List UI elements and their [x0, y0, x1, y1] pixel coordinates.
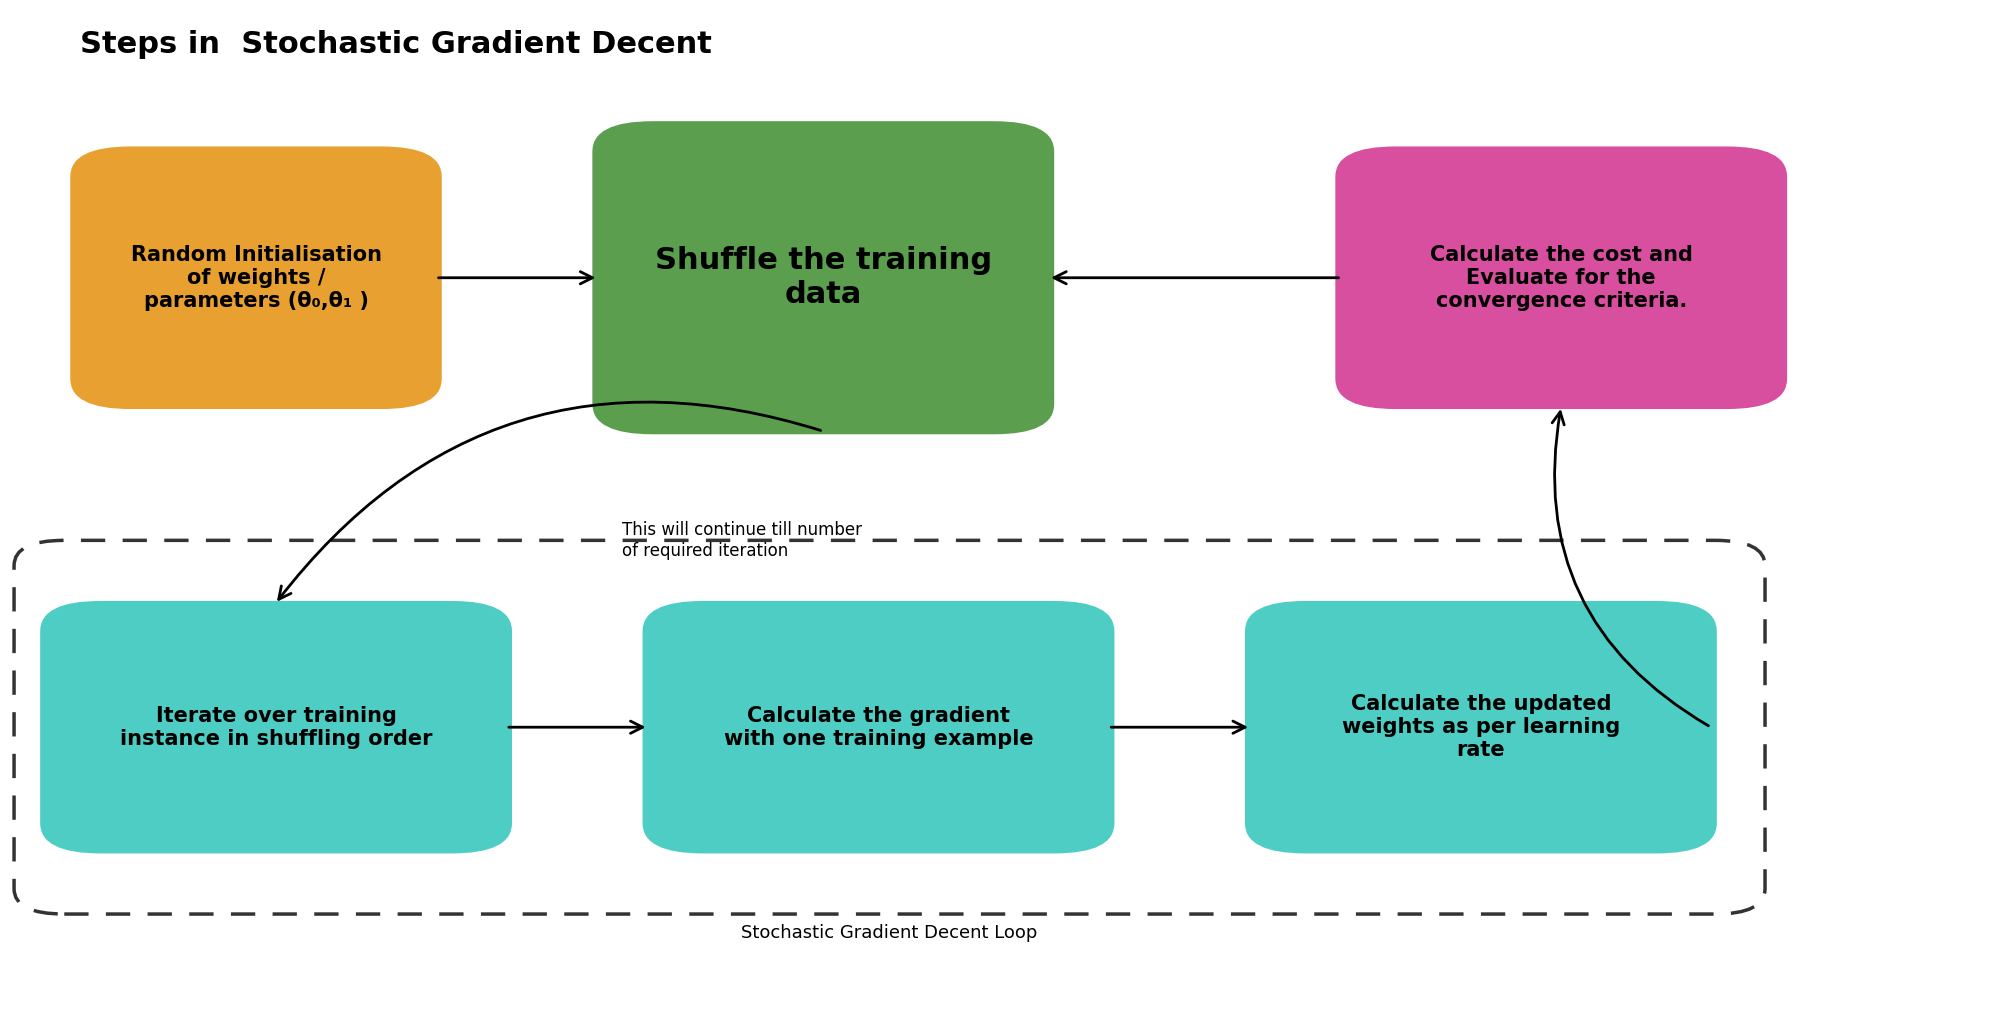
FancyBboxPatch shape: [1335, 146, 1786, 409]
FancyBboxPatch shape: [40, 601, 512, 853]
FancyBboxPatch shape: [70, 146, 442, 409]
Text: Stochastic Gradient Decent Loop: Stochastic Gradient Decent Loop: [741, 924, 1038, 942]
Text: This will continue till number
of required iteration: This will continue till number of requir…: [622, 521, 863, 560]
Text: Shuffle the training
data: Shuffle the training data: [654, 246, 991, 309]
FancyBboxPatch shape: [642, 601, 1114, 853]
Text: Calculate the gradient
with one training example: Calculate the gradient with one training…: [723, 706, 1034, 748]
Text: Random Initialisation
of weights /
parameters (θ₀,θ₁ ): Random Initialisation of weights / param…: [130, 244, 381, 311]
Text: Calculate the updated
weights as per learning
rate: Calculate the updated weights as per lea…: [1341, 694, 1620, 761]
FancyBboxPatch shape: [592, 121, 1054, 434]
Text: Steps in  Stochastic Gradient Decent: Steps in Stochastic Gradient Decent: [80, 30, 712, 60]
FancyBboxPatch shape: [1244, 601, 1716, 853]
Text: Calculate the cost and
Evaluate for the
convergence criteria.: Calculate the cost and Evaluate for the …: [1429, 244, 1692, 311]
Text: Iterate over training
instance in shuffling order: Iterate over training instance in shuffl…: [120, 706, 432, 748]
